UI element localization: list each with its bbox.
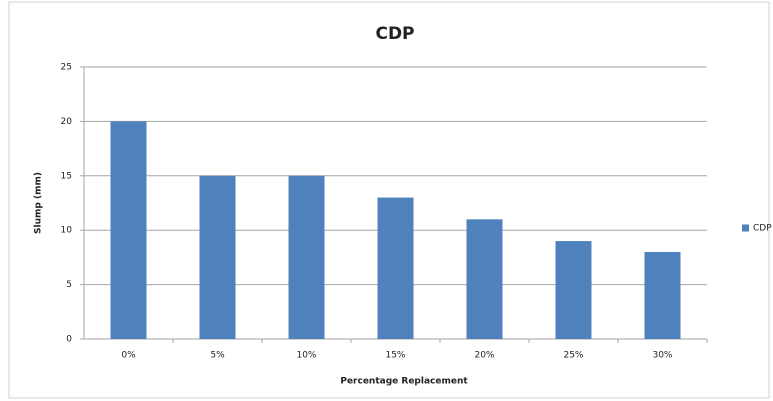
y-axis-label: Slump (mm) <box>34 172 44 234</box>
y-tick-label: 20 <box>61 117 73 127</box>
bar <box>110 121 147 340</box>
x-tick-label: 10% <box>296 351 316 361</box>
bar <box>644 251 681 339</box>
x-tick-label: 30% <box>652 351 672 361</box>
y-tick-label: 5 <box>66 280 72 290</box>
chart-title: CDP <box>375 24 414 44</box>
x-tick-label: 5% <box>210 351 225 361</box>
x-tick-label: 20% <box>474 351 494 361</box>
x-axis-label: Percentage Replacement <box>340 377 468 387</box>
legend-swatch <box>742 224 749 232</box>
bar <box>466 219 503 339</box>
y-tick-label: 0 <box>66 335 72 345</box>
x-tick-label: 15% <box>385 351 405 361</box>
bar <box>555 241 592 339</box>
bar <box>288 175 325 339</box>
legend-label: CDP <box>753 224 772 234</box>
bar <box>377 197 414 339</box>
y-tick-label: 25 <box>61 63 72 73</box>
bar <box>199 175 236 339</box>
x-tick-label: 25% <box>563 351 583 361</box>
y-tick-label: 15 <box>61 171 72 181</box>
x-tick-label: 0% <box>121 351 136 361</box>
y-tick-label: 10 <box>61 226 73 236</box>
